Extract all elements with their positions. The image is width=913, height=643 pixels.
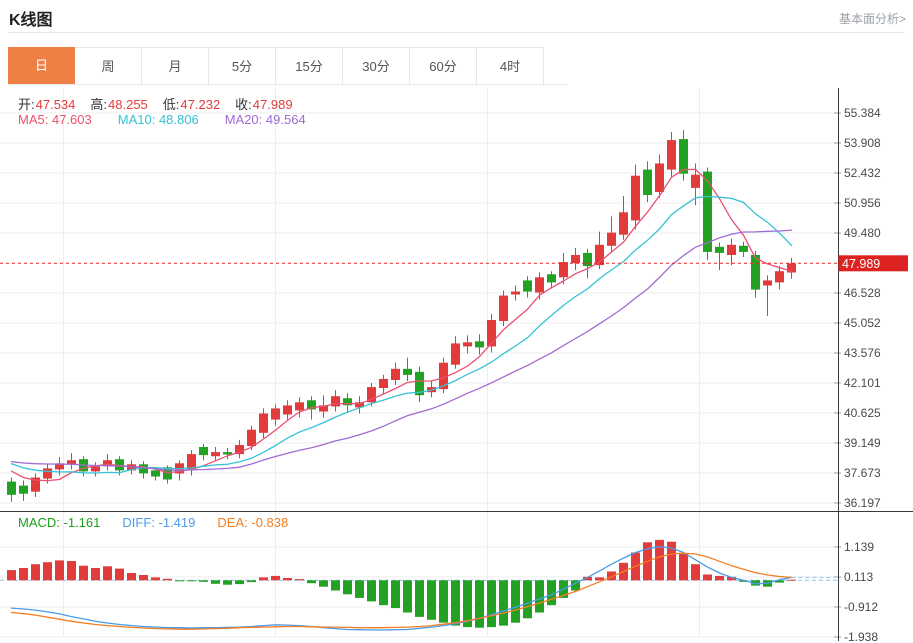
svg-text:-1.938: -1.938 xyxy=(844,630,878,643)
fundamental-analysis-link[interactable]: 基本面分析> xyxy=(838,12,906,26)
svg-text:-0.912: -0.912 xyxy=(844,600,878,614)
tab-day[interactable]: 日 xyxy=(8,47,75,84)
open-readout: 开:47.534 xyxy=(18,97,76,112)
tab-week[interactable]: 周 xyxy=(75,47,142,84)
svg-text:1.139: 1.139 xyxy=(844,540,874,554)
tab-4hour[interactable]: 4时 xyxy=(477,47,544,84)
svg-text:0.113: 0.113 xyxy=(844,570,873,584)
period-tabs: 日 周 月 5分 15分 30分 60分 4时 xyxy=(8,47,544,84)
page-title: K线图 xyxy=(9,12,53,29)
svg-text:47.989: 47.989 xyxy=(842,257,880,271)
diff-value-readout: DIFF: -1.419 xyxy=(122,515,196,530)
svg-text:50.956: 50.956 xyxy=(844,196,881,210)
ma10-readout: MA10: 48.806 xyxy=(117,112,199,127)
close-readout: 收:47.989 xyxy=(235,97,293,112)
macd-value-readout: MACD: -1.161 xyxy=(18,515,101,530)
svg-text:49.480: 49.480 xyxy=(844,226,881,240)
svg-text:36.197: 36.197 xyxy=(844,496,881,510)
svg-text:53.908: 53.908 xyxy=(844,136,881,150)
low-readout: 低:47.232 xyxy=(162,97,221,112)
ma-readout: MA5: 47.603 MA10: 48.806 MA20: 49.564 xyxy=(18,112,306,127)
tab-30min[interactable]: 30分 xyxy=(343,47,410,84)
ma20-readout: MA20: 49.564 xyxy=(224,112,306,127)
svg-text:55.384: 55.384 xyxy=(844,106,881,120)
svg-text:46.528: 46.528 xyxy=(844,286,881,300)
header-divider xyxy=(8,32,905,33)
tab-month[interactable]: 月 xyxy=(142,47,209,84)
svg-text:45.052: 45.052 xyxy=(844,316,881,330)
tab-strip-border xyxy=(8,84,568,85)
tab-5min[interactable]: 5分 xyxy=(209,47,276,84)
svg-text:37.673: 37.673 xyxy=(844,466,881,480)
svg-text:39.149: 39.149 xyxy=(844,436,881,450)
svg-text:40.625: 40.625 xyxy=(844,406,881,420)
tab-15min[interactable]: 15分 xyxy=(276,47,343,84)
svg-text:52.432: 52.432 xyxy=(844,166,881,180)
dea-value-readout: DEA: -0.838 xyxy=(217,515,289,530)
macd-readout: MACD: -1.161 DIFF: -1.419 DEA: -0.838 xyxy=(18,515,288,530)
tab-60min[interactable]: 60分 xyxy=(410,47,477,84)
ma5-readout: MA5: 47.603 xyxy=(18,112,92,127)
ohlc-readout: 开:47.534 高:48.255 低:47.232 收:47.989 xyxy=(18,94,293,113)
svg-text:43.576: 43.576 xyxy=(844,346,881,360)
high-readout: 高:48.255 xyxy=(90,97,148,112)
svg-text:42.101: 42.101 xyxy=(844,376,881,390)
